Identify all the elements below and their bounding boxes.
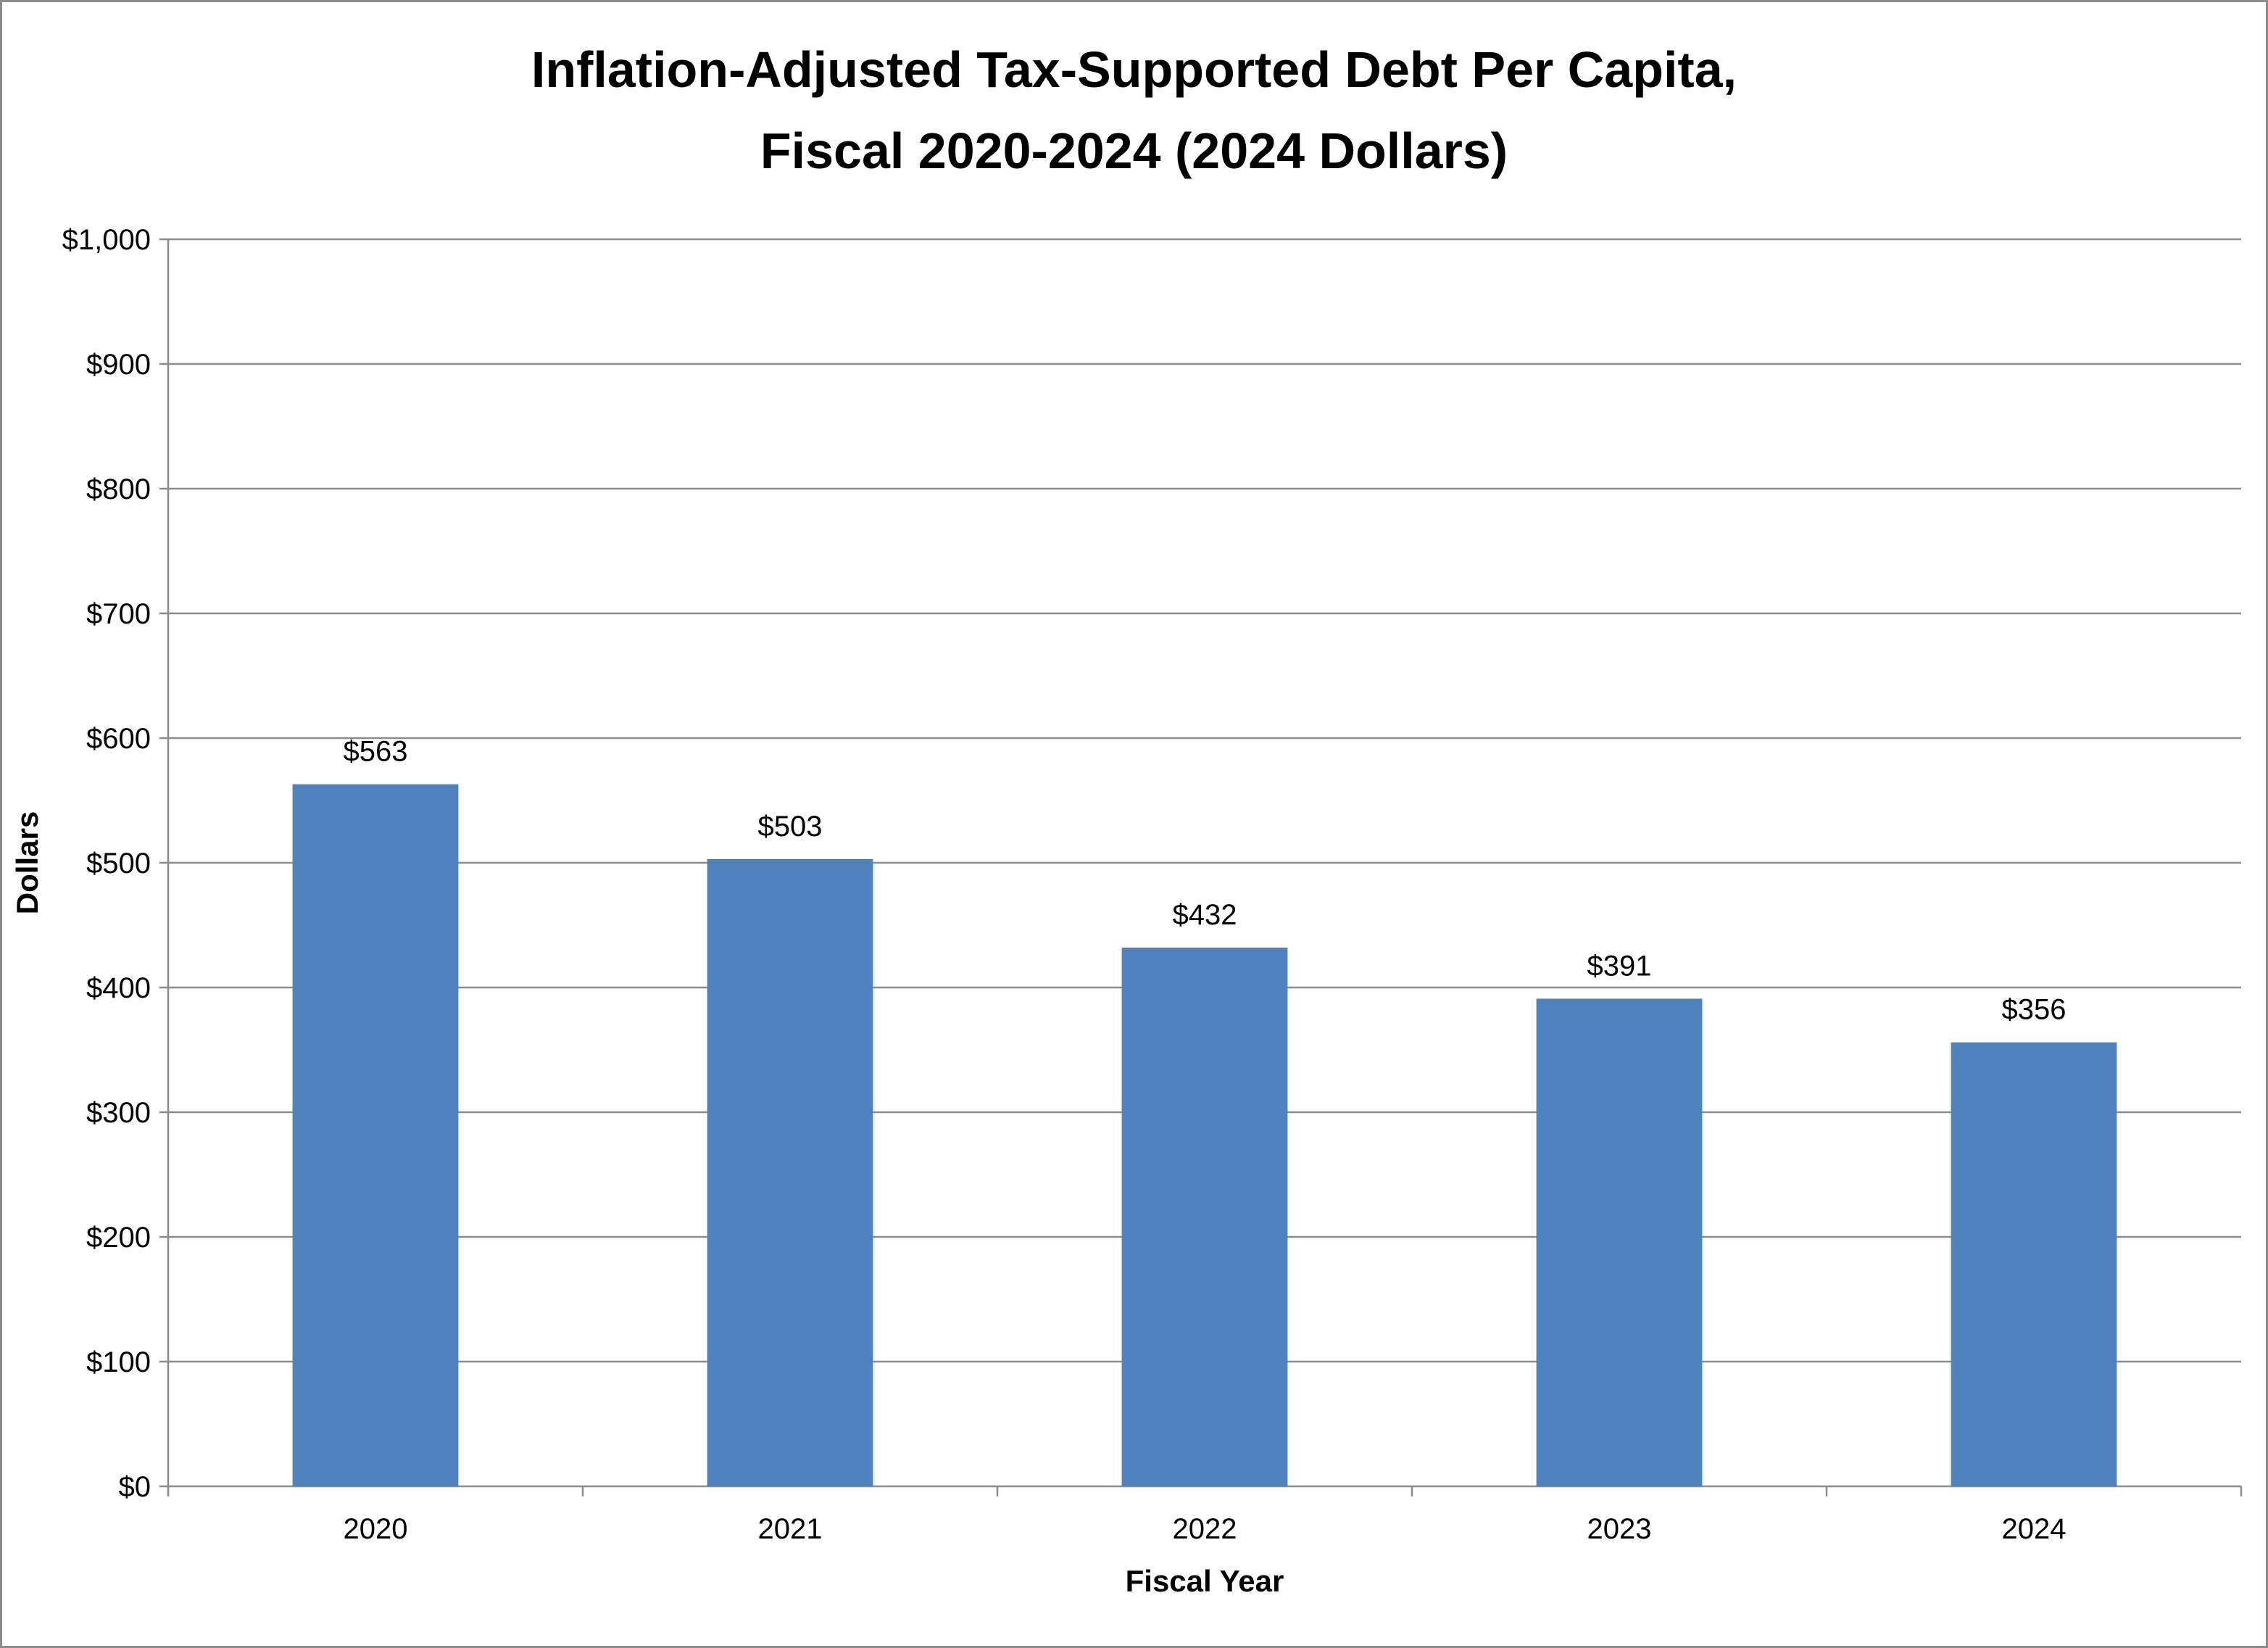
- x-tick-label: 2023: [1587, 1513, 1652, 1545]
- bar-2021: [707, 858, 873, 1486]
- chart-title: Inflation-Adjusted Tax-Supported Debt Pe…: [0, 29, 2268, 191]
- x-tick-label: 2024: [2002, 1513, 2066, 1545]
- y-tick-label: $1,000: [62, 224, 151, 256]
- y-tick-label: $800: [86, 473, 151, 505]
- y-tick-label: $300: [86, 1097, 151, 1129]
- chart-title-line-2: Fiscal 2020-2024 (2024 Dollars): [760, 123, 1508, 179]
- bar-2020: [292, 784, 459, 1486]
- y-tick-label: $400: [86, 972, 151, 1004]
- data-label-2022: $432: [1173, 899, 1237, 931]
- bar-2024: [1951, 1042, 2117, 1486]
- x-axis-title: Fiscal Year: [1126, 1564, 1284, 1598]
- x-tick-label: 2022: [1173, 1513, 1237, 1545]
- data-label-2023: $391: [1587, 950, 1652, 982]
- y-axis-title: Dollars: [10, 811, 44, 914]
- chart-title-line-1: Inflation-Adjusted Tax-Supported Debt Pe…: [531, 41, 1737, 98]
- x-tick-label: 2021: [758, 1513, 823, 1545]
- y-tick-label: $600: [86, 723, 151, 755]
- bar-2022: [1121, 947, 1288, 1486]
- y-tick-label: $200: [86, 1222, 151, 1254]
- y-tick-label: $0: [119, 1471, 151, 1503]
- y-tick-label: $100: [86, 1346, 151, 1378]
- y-tick-label: $900: [86, 349, 151, 381]
- bar-2023: [1536, 998, 1703, 1486]
- data-label-2024: $356: [2002, 994, 2066, 1026]
- data-label-2021: $503: [758, 811, 823, 842]
- y-tick-label: $700: [86, 598, 151, 630]
- data-label-2020: $563: [344, 736, 408, 768]
- x-tick-label: 2020: [344, 1513, 408, 1545]
- y-tick-label: $500: [86, 848, 151, 879]
